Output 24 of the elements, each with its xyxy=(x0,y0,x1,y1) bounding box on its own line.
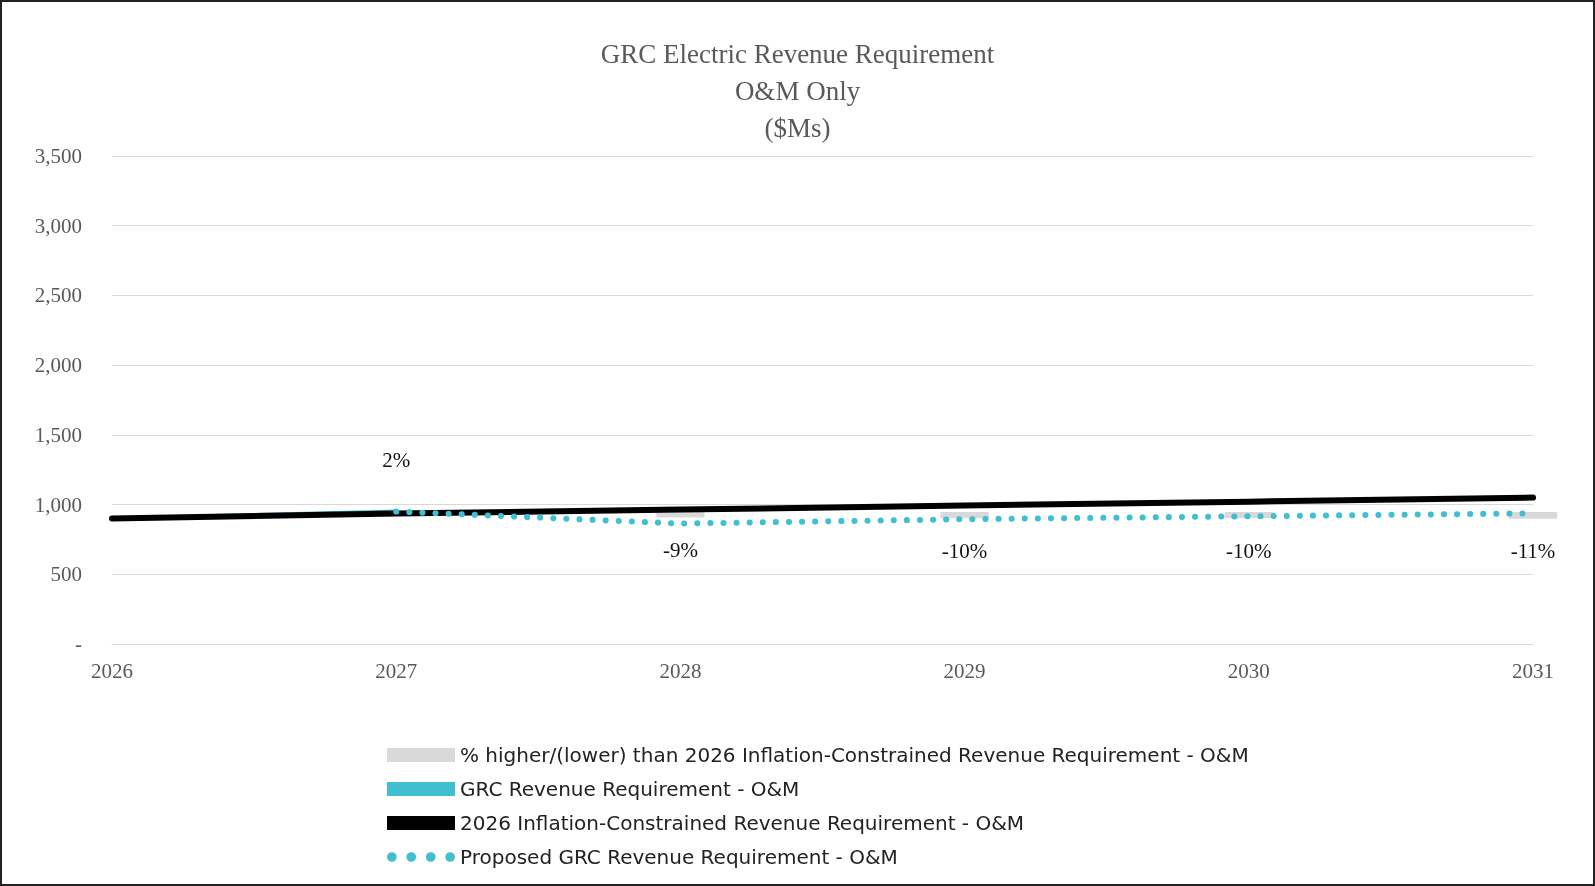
x-tick-label: 2031 xyxy=(1512,658,1554,683)
legend-label: % higher/(lower) than 2026 Inflation-Constrained Revenue Requirement - O&M xyxy=(460,743,1249,767)
data-label: -9% xyxy=(662,538,698,563)
data-label: -10% xyxy=(941,538,988,563)
y-tick-label: 3,000 xyxy=(34,213,82,238)
legend-label: 2026 Inflation-Constrained Revenue Requirement - O&M xyxy=(460,811,1025,835)
y-tick-label: 2,500 xyxy=(34,283,82,308)
data-label: -11% xyxy=(1510,539,1556,564)
y-tick-label: 3,500 xyxy=(34,144,82,168)
x-tick-label: 2030 xyxy=(1227,658,1270,683)
x-tick-label: 2026 xyxy=(91,658,133,683)
y-tick-label: - xyxy=(75,632,82,656)
chart-title: GRC Electric Revenue Requirement O&M Only ($Ms) xyxy=(600,38,995,143)
y-tick-label: 1,500 xyxy=(34,422,82,447)
data-label: 2% xyxy=(382,448,411,473)
data-label: -10% xyxy=(1226,538,1272,563)
legend-label: Proposed GRC Revenue Requirement - O&M xyxy=(460,845,898,869)
y-tick-label: 2,000 xyxy=(34,353,82,378)
y-tick-label: 1,000 xyxy=(34,492,82,517)
x-tick-label: 2028 xyxy=(659,658,702,683)
x-tick-label: 2027 xyxy=(375,658,418,683)
y-tick-label: 500 xyxy=(50,562,82,587)
x-tick-label: 2029 xyxy=(943,658,986,683)
legend-label: GRC Revenue Requirement - O&M xyxy=(460,777,800,801)
